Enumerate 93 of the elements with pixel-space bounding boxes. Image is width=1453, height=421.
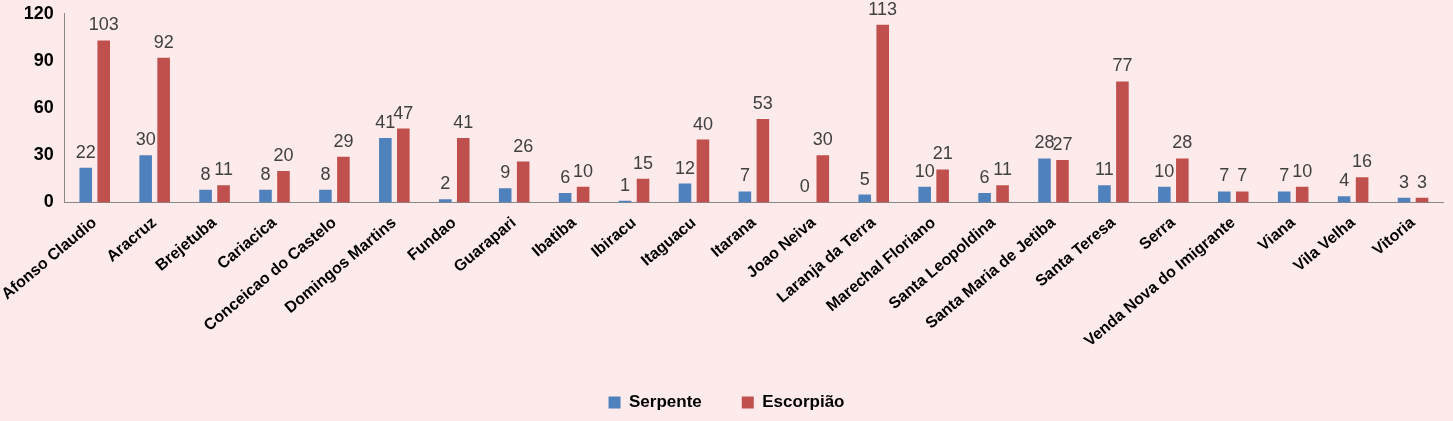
data-label: 29	[333, 130, 354, 151]
bar	[696, 139, 710, 203]
data-label: 16	[1352, 151, 1373, 172]
bar	[1295, 186, 1309, 203]
bar	[636, 178, 650, 203]
data-label: 3	[1399, 171, 1410, 192]
data-label: 7	[739, 165, 750, 186]
data-label: 77	[1112, 55, 1133, 76]
bar	[1235, 191, 1249, 203]
bar	[876, 24, 890, 203]
bar	[1158, 186, 1171, 203]
bar	[516, 161, 530, 203]
bar	[738, 191, 752, 203]
data-label: 9	[500, 162, 511, 183]
data-label: 10	[914, 160, 935, 181]
bar	[1056, 159, 1069, 203]
bar	[558, 192, 572, 203]
data-label: 20	[273, 144, 294, 165]
bar	[379, 137, 392, 203]
data-label: 1	[620, 174, 631, 195]
bar	[337, 156, 350, 203]
bar	[456, 137, 470, 203]
data-label: 30	[812, 129, 833, 150]
data-label: 92	[153, 31, 174, 52]
bar	[397, 128, 410, 203]
bar	[576, 186, 590, 203]
bar	[1038, 158, 1051, 203]
data-label: 21	[932, 143, 953, 164]
data-label: 113	[868, 0, 898, 19]
bar	[319, 189, 332, 203]
data-label: 15	[633, 152, 654, 173]
data-label: 26	[513, 135, 534, 156]
bar	[217, 185, 230, 203]
data-label: 6	[979, 166, 990, 187]
bar	[1277, 191, 1291, 203]
bar	[678, 183, 692, 203]
y-tick-label: 30	[33, 144, 54, 165]
bar	[1176, 158, 1189, 203]
y-tick-label: 60	[33, 97, 54, 118]
bar	[1116, 81, 1129, 203]
bar	[277, 170, 290, 203]
bar	[97, 40, 111, 203]
data-label: 11	[993, 159, 1012, 180]
bar	[756, 119, 770, 203]
data-label: 22	[75, 141, 96, 162]
data-label: 12	[674, 157, 695, 178]
legend-label: Escorpião	[762, 392, 845, 412]
bar	[79, 167, 93, 203]
data-label: 7	[1219, 165, 1230, 186]
bar	[157, 57, 170, 203]
y-tick-label: 0	[43, 191, 54, 212]
bar	[996, 185, 1009, 203]
data-label: 2	[440, 173, 451, 194]
bar	[978, 192, 991, 203]
data-label: 8	[320, 163, 331, 184]
data-label: 30	[135, 129, 156, 150]
bar	[259, 189, 272, 203]
bar	[199, 189, 212, 203]
data-label: 10	[573, 160, 594, 181]
data-label: 7	[1237, 165, 1248, 186]
y-tick-label: 90	[33, 49, 54, 70]
bar	[858, 194, 872, 203]
data-label: 7	[1279, 165, 1290, 186]
data-label: 10	[1154, 160, 1175, 181]
data-label: 6	[560, 166, 571, 187]
data-label: 53	[752, 93, 773, 114]
bar	[1355, 177, 1369, 203]
y-tick-label: 120	[23, 2, 54, 23]
bar	[1337, 196, 1351, 203]
data-label: 11	[214, 159, 233, 180]
bar	[1098, 185, 1111, 203]
data-label: 41	[453, 111, 474, 132]
data-label: 4	[1339, 170, 1350, 191]
data-label: 11	[1095, 159, 1114, 180]
data-label: 0	[799, 176, 810, 197]
bar	[918, 186, 931, 203]
data-label: 3	[1417, 171, 1428, 192]
data-label: 28	[1172, 132, 1193, 153]
data-label: 5	[859, 168, 870, 189]
bar	[1217, 191, 1231, 203]
data-label: 27	[1052, 133, 1073, 154]
data-label: 40	[692, 113, 713, 134]
bar	[139, 155, 152, 203]
bar	[438, 199, 452, 203]
data-label: 8	[260, 163, 271, 184]
legend-label: Serpente	[629, 392, 702, 412]
bar	[498, 188, 512, 203]
data-label: 8	[200, 163, 211, 184]
bar	[936, 169, 949, 203]
data-label: 47	[393, 102, 414, 123]
data-label: 10	[1292, 160, 1313, 181]
bar	[816, 155, 830, 203]
data-label: 103	[88, 14, 119, 35]
